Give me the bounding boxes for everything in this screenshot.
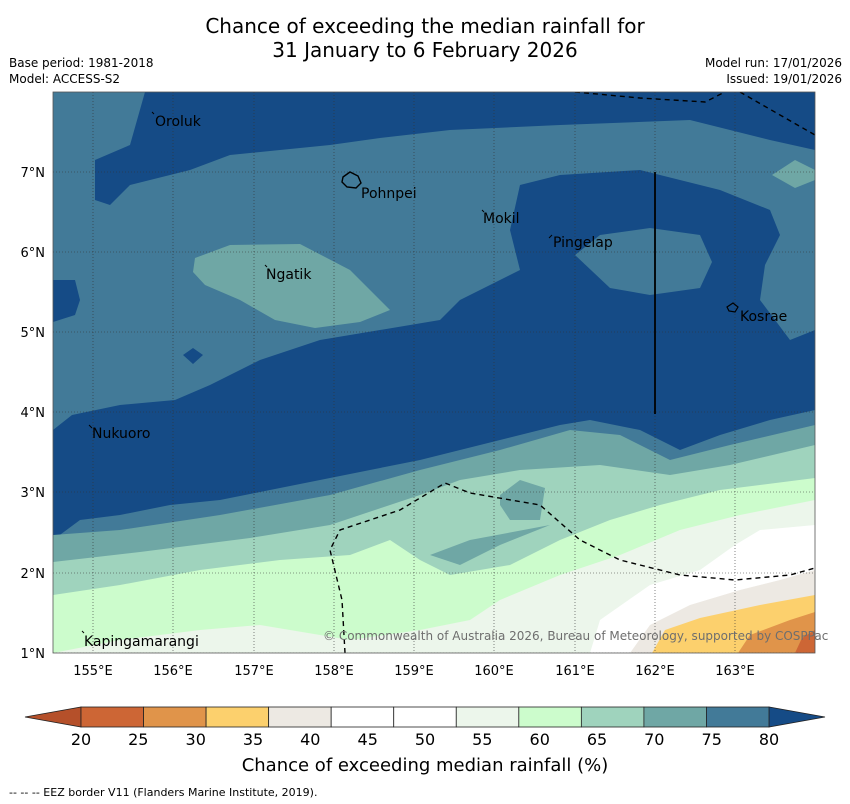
- colorbar-tick-label: 75: [702, 730, 722, 749]
- lon-label: 158°E: [314, 664, 354, 679]
- lon-label: 162°E: [635, 664, 675, 679]
- lon-label: 160°E: [474, 664, 514, 679]
- pohnpei-island: [341, 171, 362, 189]
- colorbar-tick-label: 35: [243, 730, 263, 749]
- lat-label: 7°N: [21, 166, 46, 181]
- eez-border: [329, 92, 815, 653]
- lon-label: 159°E: [394, 664, 434, 679]
- lon-label: 161°E: [555, 664, 595, 679]
- colorbar-segment: [330, 706, 395, 728]
- colorbar-tick-label: 25: [128, 730, 148, 749]
- colorbar: 20 25 30 35 40 45 50 55 60 65 70 75 80: [24, 706, 826, 749]
- kapingamarangi-marker: [81, 630, 85, 634]
- colorbar-segment: [706, 706, 770, 728]
- colorbar-segment: [643, 706, 707, 728]
- colorbar-extend-low: [24, 706, 82, 728]
- colorbar-segment: [205, 706, 270, 728]
- issued-date: Issued: 19/01/2026: [726, 72, 842, 86]
- colorbar-label: Chance of exceeding median rainfall (%): [241, 755, 609, 776]
- ngatik-marker: [264, 264, 268, 268]
- colorbar-tick-label: 60: [530, 730, 550, 749]
- map-title-line2: 31 January to 6 February 2026: [272, 38, 578, 62]
- eez-legend-text: -- -- -- EEZ border V11 (Flanders Marine…: [9, 786, 318, 799]
- lat-label: 2°N: [21, 567, 46, 582]
- nukuoro-marker: [88, 424, 93, 429]
- base-period: Base period: 1981-2018: [9, 56, 154, 70]
- place-pohnpei: Pohnpei: [361, 186, 417, 202]
- colorbar-tick-label: 45: [358, 730, 378, 749]
- colorbar-tick-label: 20: [71, 730, 91, 749]
- place-nukuoro: Nukuoro: [92, 426, 150, 442]
- lon-label: 157°E: [234, 664, 274, 679]
- place-ngatik: Ngatik: [266, 267, 312, 283]
- map-frame: [52, 91, 816, 654]
- oroluk-marker: [151, 111, 155, 115]
- lat-label: 4°N: [21, 406, 46, 421]
- lat-label: 6°N: [21, 246, 46, 261]
- place-kapingamarangi: Kapingamarangi: [84, 634, 199, 650]
- lon-label: 155°E: [73, 664, 113, 679]
- lat-label: 1°N: [21, 647, 46, 662]
- colorbar-segment: [580, 706, 645, 728]
- colorbar-segment: [455, 706, 520, 728]
- map-contours: [53, 92, 815, 653]
- kosrae-island: [726, 302, 739, 313]
- colorbar-tick-label: 65: [587, 730, 607, 749]
- colorbar-extend-high: [768, 706, 826, 728]
- map-title-line1: Chance of exceeding the median rainfall …: [205, 14, 645, 38]
- graticule: [53, 92, 815, 653]
- colorbar-tick-label: 80: [759, 730, 779, 749]
- place-pingelap: Pingelap: [553, 235, 613, 251]
- colorbar-tick-label: 50: [415, 730, 435, 749]
- model-run-date: Model run: 17/01/2026: [704, 56, 842, 70]
- colorbar-tick-label: 70: [644, 730, 664, 749]
- pingelap-marker: [548, 234, 553, 239]
- colorbar-segment: [80, 706, 144, 728]
- colorbar-segment: [518, 706, 582, 728]
- mokil-marker: [481, 209, 485, 213]
- lon-label: 163°E: [715, 664, 755, 679]
- colorbar-tick-label: 55: [472, 730, 492, 749]
- lat-label: 5°N: [21, 326, 46, 341]
- colorbar-segment: [143, 706, 207, 728]
- colorbar-tick-label: 40: [300, 730, 320, 749]
- place-mokil: Mokil: [483, 211, 520, 227]
- place-oroluk: Oroluk: [155, 114, 202, 130]
- place-kosrae: Kosrae: [740, 309, 787, 325]
- colorbar-segment: [393, 706, 457, 728]
- colorbar-segment: [268, 706, 332, 728]
- lon-label: 156°E: [153, 664, 193, 679]
- colorbar-tick-label: 30: [186, 730, 206, 749]
- lat-label: 3°N: [21, 486, 46, 501]
- model-name: Model: ACCESS-S2: [9, 72, 121, 86]
- copyright-text: © Commonwealth of Australia 2026, Bureau…: [323, 629, 828, 643]
